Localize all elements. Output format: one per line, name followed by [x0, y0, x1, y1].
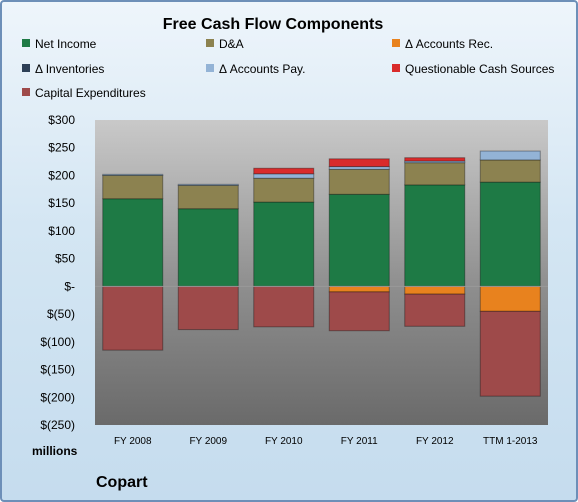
bar-net-income-ttm-1-2013 — [479, 181, 541, 287]
bar-capital-expenditures-fy-2011 — [328, 291, 390, 332]
y-axis: $300 $250 $200 $150 $100 $50 $- $(50) $(100) $(15… — [40, 113, 75, 432]
bar-net-income-fy-2011 — [328, 193, 390, 287]
y-tick-label: $150 — [48, 196, 75, 210]
legend-label-accounts-rec: Δ Accounts Rec. — [405, 37, 493, 51]
y-tick-label: $250 — [48, 141, 75, 155]
x-tick-label: TTM 1-2013 — [483, 436, 538, 447]
bar-capital-expenditures-fy-2009 — [177, 285, 239, 331]
y-tick-label: $100 — [48, 224, 75, 238]
legend-swatch-questionable-cash-sources — [392, 64, 400, 72]
legend: Net Income D&A Δ Accounts Rec. Δ Inventorie… — [22, 37, 554, 100]
legend-label-capital-expenditures: Capital Expenditures — [35, 86, 146, 100]
bar-accounts-rec-fy-2012 — [404, 285, 466, 295]
bar-accounts-pay-fy-2009 — [177, 183, 239, 186]
y-tick-label: $200 — [48, 168, 75, 182]
bar-accounts-pay-ttm-1-2013 — [479, 150, 541, 161]
legend-swatch-accounts-rec — [392, 39, 400, 47]
x-axis: FY 2008 FY 2009 FY 2010 FY 2011 FY 2012 TTM 1… — [114, 436, 538, 447]
bar-capital-expenditures-fy-2008 — [102, 285, 164, 351]
y-tick-label: $(100) — [40, 335, 75, 349]
legend-label-net-income: Net Income — [35, 37, 97, 51]
bar-d-a-fy-2011 — [328, 168, 390, 195]
y-tick-label: $- — [64, 279, 75, 293]
y-tick-label: $(50) — [47, 307, 75, 321]
bar-capital-expenditures-fy-2010 — [253, 285, 315, 328]
bar-net-income-fy-2008 — [102, 198, 164, 287]
company-name: Copart — [96, 474, 148, 491]
bar-d-a-ttm-1-2013 — [479, 159, 541, 183]
y-tick-label: $300 — [48, 113, 75, 127]
bar-accounts-pay-fy-2010 — [253, 173, 315, 179]
chart-title: Free Cash Flow Components — [163, 16, 384, 33]
legend-label-inventories: Δ Inventories — [35, 62, 104, 76]
bar-capital-expenditures-fy-2012 — [404, 293, 466, 327]
legend-swatch-d-a — [206, 39, 214, 47]
x-tick-label: FY 2008 — [114, 436, 152, 447]
x-tick-label: FY 2010 — [265, 436, 303, 447]
y-tick-label: $(250) — [40, 418, 75, 432]
legend-swatch-net-income — [22, 39, 30, 47]
legend-label-questionable-cash-sources: Questionable Cash Sources — [405, 62, 554, 76]
legend-label-d-a: D&A — [219, 37, 244, 51]
y-tick-label: $50 — [55, 252, 75, 266]
plot-area — [95, 120, 548, 425]
bar-d-a-fy-2009 — [177, 184, 239, 210]
x-tick-label: FY 2012 — [416, 436, 454, 447]
bar-d-a-fy-2008 — [102, 174, 164, 200]
bar-d-a-fy-2012 — [404, 162, 466, 186]
legend-swatch-capital-expenditures — [22, 88, 30, 96]
bar-questionable-cash-sources-fy-2010 — [253, 167, 315, 175]
bar-accounts-rec-fy-2011 — [328, 285, 390, 293]
bar-net-income-fy-2012 — [404, 184, 466, 287]
bar-d-a-fy-2010 — [253, 177, 315, 203]
bar-questionable-cash-sources-fy-2012 — [404, 157, 466, 162]
bar-accounts-pay-fy-2008 — [102, 173, 164, 176]
y-tick-label: $(150) — [40, 363, 75, 377]
x-tick-label: FY 2011 — [341, 436, 378, 447]
bar-net-income-fy-2009 — [177, 208, 239, 287]
bar-accounts-rec-ttm-1-2013 — [479, 285, 541, 312]
bar-questionable-cash-sources-fy-2011 — [328, 158, 390, 168]
bars — [102, 150, 541, 397]
bar-net-income-fy-2010 — [253, 201, 315, 287]
legend-swatch-inventories — [22, 64, 30, 72]
x-tick-label: FY 2009 — [189, 436, 227, 447]
legend-label-accounts-pay: Δ Accounts Pay. — [219, 62, 306, 76]
y-tick-label: $(200) — [40, 390, 75, 404]
bar-capital-expenditures-ttm-1-2013 — [479, 310, 541, 397]
units-label: millions — [32, 444, 78, 458]
legend-swatch-accounts-pay — [206, 64, 214, 72]
